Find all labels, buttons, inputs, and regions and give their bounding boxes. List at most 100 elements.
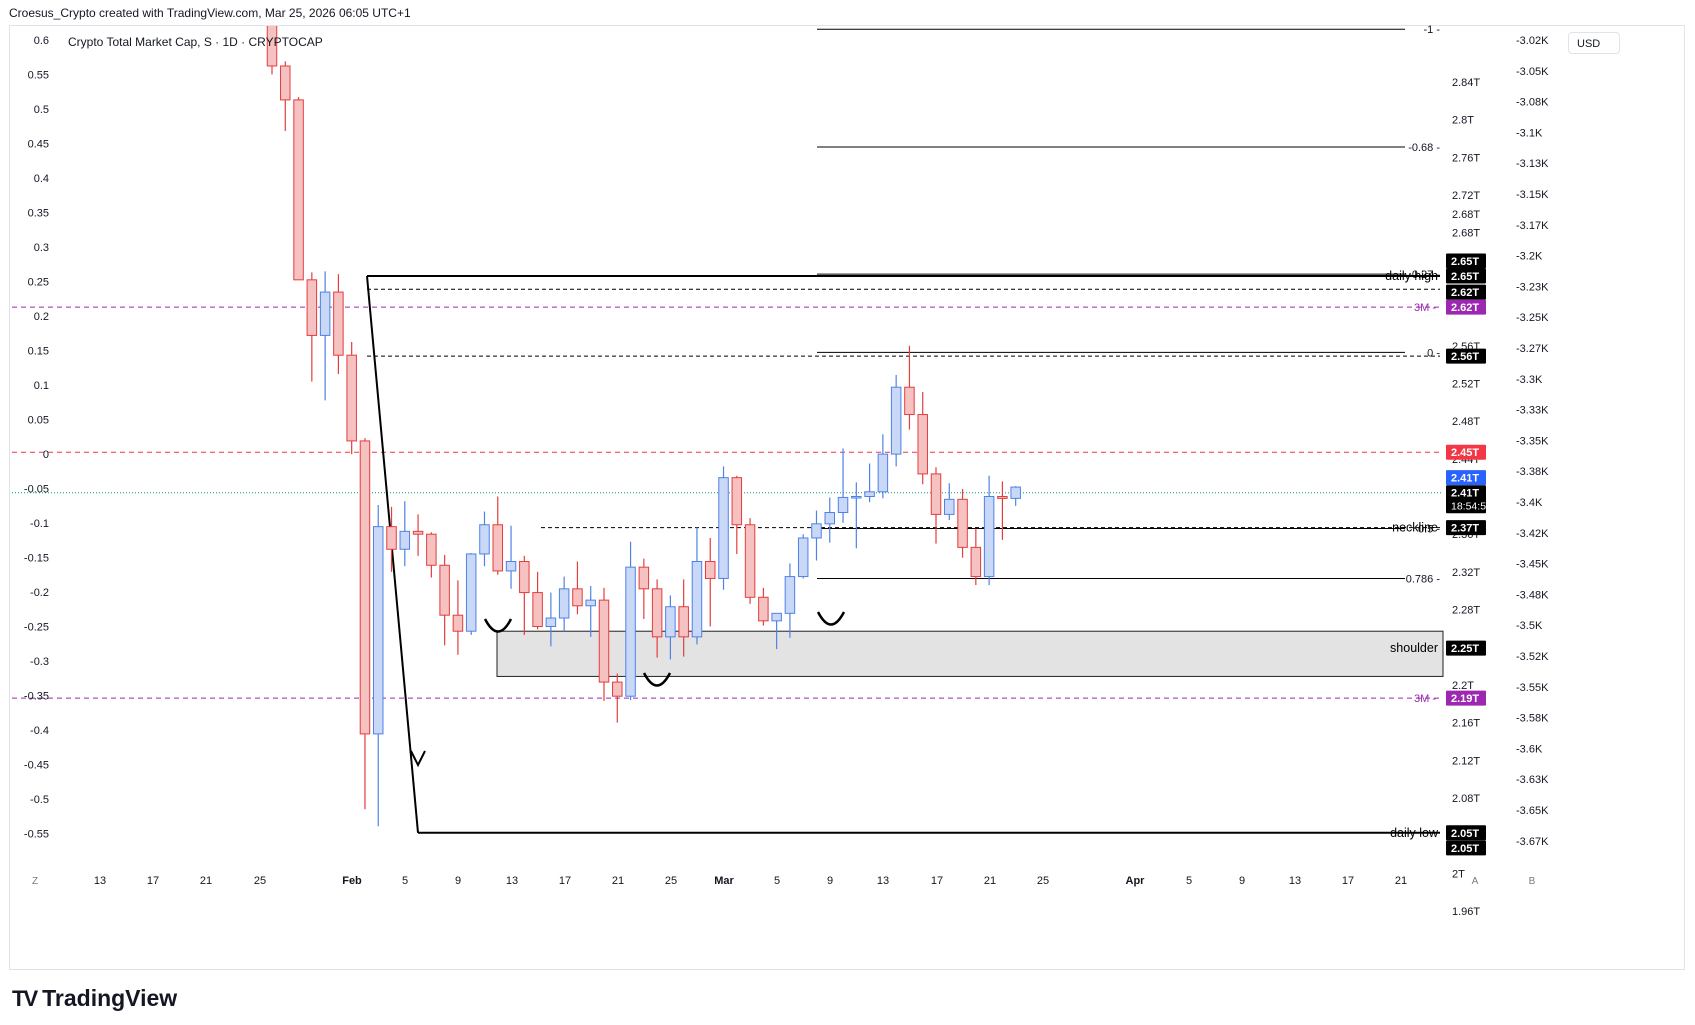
header-attribution: Croesus_Crypto created with TradingView.… xyxy=(9,6,411,20)
left-axis-tick: -0.4 xyxy=(30,725,49,737)
x-axis-tick: 17 xyxy=(931,875,943,887)
candle-body xyxy=(837,496,849,514)
candle-body xyxy=(386,526,397,550)
candle-body xyxy=(1010,486,1021,499)
candle-body xyxy=(944,498,955,515)
candle-body xyxy=(704,561,716,579)
candle-body xyxy=(877,453,889,493)
far-right-axis-tick: -3.58K xyxy=(1516,713,1549,725)
currency-selector[interactable]: USD xyxy=(1568,32,1620,54)
candle-body xyxy=(465,553,477,632)
candle-body xyxy=(558,588,570,619)
candle-body xyxy=(319,291,331,336)
right-axis-tick: 2.32T xyxy=(1452,567,1480,579)
candle-body xyxy=(572,588,583,607)
candle-body xyxy=(758,596,769,622)
candle-body xyxy=(280,65,291,101)
price-label: 2.65T xyxy=(1451,271,1479,283)
price-label-box xyxy=(1446,690,1486,706)
brand-name: TradingView xyxy=(42,985,178,1011)
left-axis-tick: -0.55 xyxy=(24,829,49,841)
candle-body xyxy=(784,576,796,614)
far-right-axis-tick: -3.67K xyxy=(1516,836,1549,848)
far-right-axis-tick: -3.35K xyxy=(1516,435,1549,447)
candle-body xyxy=(864,491,875,497)
candle-body xyxy=(691,561,703,638)
x-axis-tick: Mar xyxy=(714,875,734,887)
candle-body xyxy=(771,612,782,622)
far-right-axis-tick: -3.42K xyxy=(1516,528,1549,540)
price-label-box xyxy=(1446,840,1486,856)
right-axis-tick: 1.96T xyxy=(1452,906,1480,918)
price-label: 2.05T xyxy=(1451,843,1479,855)
candle-body xyxy=(957,498,968,548)
x-axis-tick: 13 xyxy=(506,875,518,887)
candle-body xyxy=(970,546,982,578)
far-right-axis-tick: -3.17K xyxy=(1516,220,1549,232)
annotation-daily-high: daily high xyxy=(1385,269,1438,283)
left-axis-tick: -0.25 xyxy=(24,622,49,634)
x-axis-tick: A xyxy=(1472,876,1479,887)
right-axis-tick: 2.48T xyxy=(1452,416,1480,428)
tradingview-brand[interactable]: TV TradingView xyxy=(12,985,177,1012)
countdown-label: 18:54:57 xyxy=(1451,501,1492,513)
left-axis-tick: 0.2 xyxy=(34,311,49,323)
candle-body xyxy=(851,496,862,499)
far-right-axis-tick: -3.65K xyxy=(1516,805,1549,817)
x-axis-tick: 5 xyxy=(402,875,408,887)
left-axis-tick: -0.5 xyxy=(30,794,49,806)
far-right-axis-tick: -3.23K xyxy=(1516,281,1549,293)
x-axis-tick: 9 xyxy=(455,875,461,887)
price-label-box xyxy=(1446,520,1486,536)
price-label: 2.05T xyxy=(1451,828,1479,840)
drop-trendline xyxy=(366,275,419,833)
x-axis-tick: 5 xyxy=(1186,875,1192,887)
price-label-box xyxy=(1446,470,1486,486)
candle-body xyxy=(519,561,530,594)
annotation-shoulder: shoulder xyxy=(1390,641,1438,655)
far-right-axis-tick: -3.33K xyxy=(1516,405,1549,417)
right-axis-tick: 2.8T xyxy=(1452,115,1474,127)
price-label: 2.37T xyxy=(1451,523,1479,535)
far-right-axis-tick: -3.3K xyxy=(1516,374,1543,386)
candle-body xyxy=(545,617,557,628)
candle-body xyxy=(479,524,490,555)
left-axis-tick: 0.5 xyxy=(34,104,49,116)
x-axis-tick: Apr xyxy=(1126,875,1146,887)
far-right-axis-tick: -3.25K xyxy=(1516,312,1549,324)
price-label: 2.56T xyxy=(1451,351,1479,363)
right-axis-tick: 2.28T xyxy=(1452,605,1480,617)
fib-label-0: 0 - xyxy=(1427,347,1440,359)
fib-label-0.786: 0.786 - xyxy=(1406,573,1441,585)
candle-body xyxy=(372,526,384,735)
shoulder-zone xyxy=(496,630,1444,677)
candle-body xyxy=(359,440,371,735)
candle-body xyxy=(678,606,689,638)
left-axis-tick: 0.1 xyxy=(34,380,49,392)
far-right-axis-tick: -3.13K xyxy=(1516,158,1549,170)
left-axis-tick: 0.15 xyxy=(28,346,49,358)
far-right-axis-tick: -3.6K xyxy=(1516,743,1543,755)
far-right-axis-tick: -3.38K xyxy=(1516,466,1549,478)
right-axis-tick: 2.12T xyxy=(1452,755,1480,767)
pattern-arc-icon xyxy=(642,672,672,687)
left-axis-tick: -0.15 xyxy=(24,553,49,565)
price-label: 2.41T xyxy=(1451,473,1479,485)
x-axis-tick: B xyxy=(1529,876,1536,887)
x-axis-tick: 25 xyxy=(1037,875,1049,887)
far-right-axis-tick: -3.5K xyxy=(1516,620,1543,632)
price-label-box xyxy=(1446,284,1486,300)
candle-body xyxy=(492,524,504,572)
symbol-legend: Crypto Total Market Cap, S · 1D · CRYPTO… xyxy=(68,35,323,49)
price-label-box xyxy=(1446,444,1486,460)
x-axis-tick: 5 xyxy=(774,875,780,887)
far-right-axis-tick: -3.48K xyxy=(1516,589,1549,601)
right-axis-tick: 2T xyxy=(1452,868,1465,880)
candle-body xyxy=(811,523,822,539)
right-axis-tick: 2.72T xyxy=(1452,190,1480,202)
left-axis-tick: -0.1 xyxy=(30,518,49,530)
candle-body xyxy=(917,414,928,475)
pattern-arc-icon xyxy=(816,611,846,626)
left-axis-tick: 0.4 xyxy=(34,173,49,185)
